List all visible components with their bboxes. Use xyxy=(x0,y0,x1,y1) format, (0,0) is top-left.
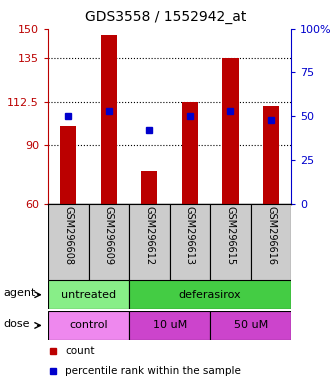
FancyBboxPatch shape xyxy=(48,311,129,340)
FancyBboxPatch shape xyxy=(129,280,291,309)
Text: GSM296612: GSM296612 xyxy=(144,206,154,265)
Text: dose: dose xyxy=(3,318,30,329)
Text: percentile rank within the sample: percentile rank within the sample xyxy=(65,366,241,376)
Bar xyxy=(182,102,198,204)
Bar xyxy=(263,106,279,204)
FancyBboxPatch shape xyxy=(251,204,291,280)
FancyBboxPatch shape xyxy=(210,311,291,340)
FancyBboxPatch shape xyxy=(48,280,129,309)
Text: GSM296609: GSM296609 xyxy=(104,206,114,265)
Text: untreated: untreated xyxy=(61,290,116,300)
Bar xyxy=(141,170,158,204)
FancyBboxPatch shape xyxy=(48,204,88,280)
FancyBboxPatch shape xyxy=(169,204,210,280)
Text: GSM296608: GSM296608 xyxy=(63,206,73,265)
Bar xyxy=(222,58,239,204)
Text: count: count xyxy=(65,346,95,356)
Text: GSM296615: GSM296615 xyxy=(225,206,235,265)
Text: GSM296613: GSM296613 xyxy=(185,206,195,265)
FancyBboxPatch shape xyxy=(88,204,129,280)
Text: control: control xyxy=(69,320,108,331)
Text: 10 uM: 10 uM xyxy=(153,320,187,331)
Text: GDS3558 / 1552942_at: GDS3558 / 1552942_at xyxy=(85,10,246,23)
FancyBboxPatch shape xyxy=(129,311,210,340)
FancyBboxPatch shape xyxy=(129,204,169,280)
Text: GSM296616: GSM296616 xyxy=(266,206,276,265)
Bar xyxy=(60,126,76,204)
Bar xyxy=(101,35,117,204)
Text: deferasirox: deferasirox xyxy=(179,290,242,300)
Text: agent: agent xyxy=(3,288,36,298)
FancyBboxPatch shape xyxy=(210,204,251,280)
Text: 50 uM: 50 uM xyxy=(234,320,268,331)
